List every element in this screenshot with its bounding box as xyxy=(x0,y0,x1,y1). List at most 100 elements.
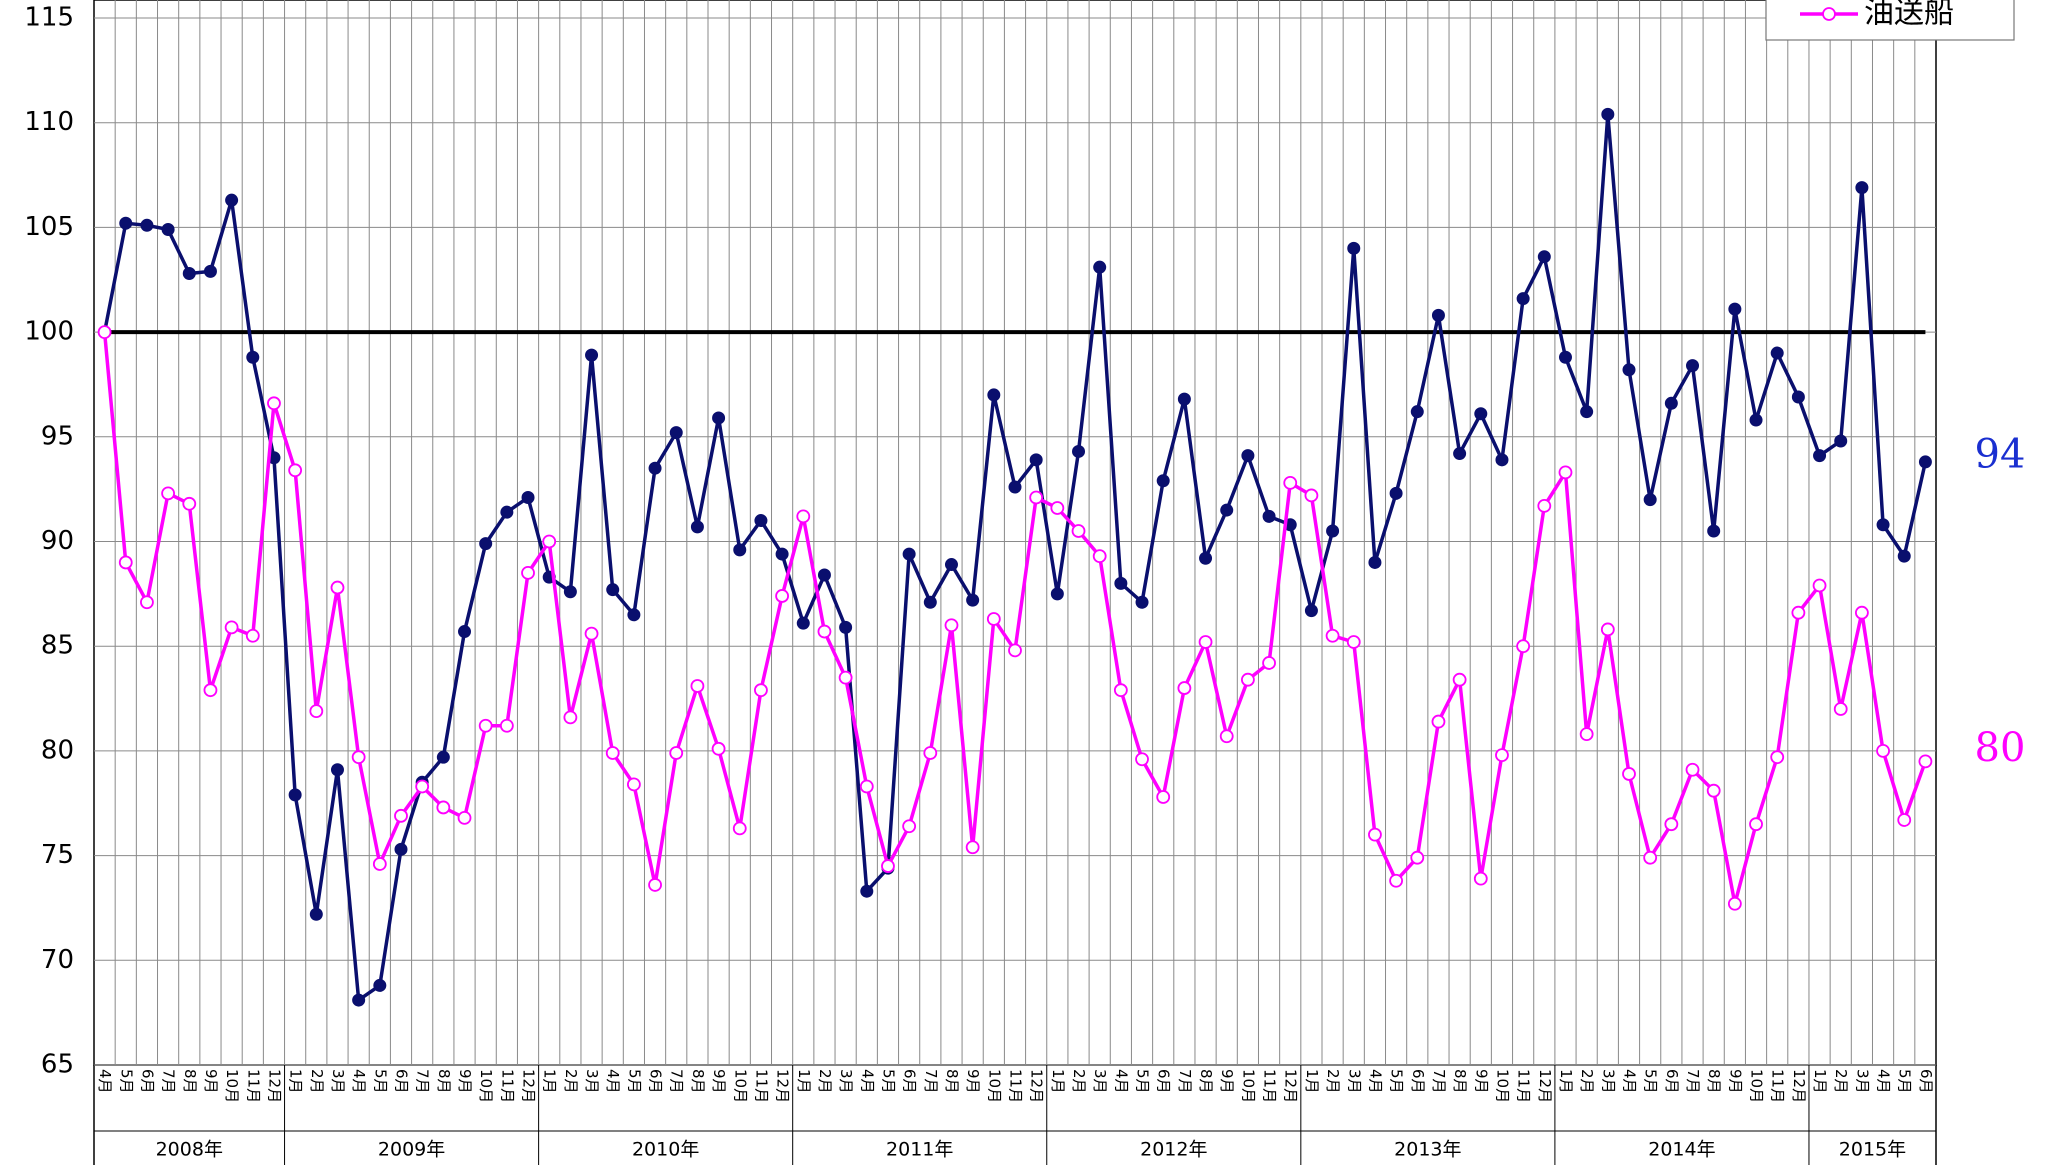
data-point xyxy=(542,534,557,549)
data-point xyxy=(225,193,239,207)
x-tick-label: 8月 xyxy=(1197,1069,1215,1094)
x-tick-label: 2月 xyxy=(816,1069,834,1094)
data-point xyxy=(521,491,535,505)
y-tick-label: 110 xyxy=(24,107,74,137)
x-tick-label: 1月 xyxy=(541,1069,559,1094)
x-tick-label: 5月 xyxy=(1388,1069,1406,1094)
x-tick-label: 5月 xyxy=(625,1069,643,1094)
data-point xyxy=(1071,524,1086,538)
data-point xyxy=(563,710,578,725)
data-point xyxy=(1431,714,1446,729)
x-tick-label: 3月 xyxy=(583,1069,601,1094)
data-point xyxy=(203,264,217,278)
data-point xyxy=(161,222,175,236)
x-tick-label: 3月 xyxy=(329,1069,347,1094)
data-point xyxy=(1389,873,1404,888)
x-tick-label: 2月 xyxy=(1070,1069,1088,1094)
data-point xyxy=(436,750,450,764)
data-point xyxy=(1707,524,1721,538)
data-point xyxy=(1812,578,1827,593)
data-point xyxy=(584,626,599,641)
data-point xyxy=(1177,681,1192,695)
x-tick-label: 1月 xyxy=(795,1069,813,1094)
data-point xyxy=(1495,748,1509,762)
data-point xyxy=(1156,474,1170,488)
x-tick-label: 12月 xyxy=(1028,1069,1046,1103)
y-tick-label: 90 xyxy=(41,526,74,556)
grid xyxy=(94,0,1936,1066)
data-point xyxy=(288,788,302,802)
x-group-label: 2009年 xyxy=(378,1139,445,1161)
x-tick-label: 12月 xyxy=(1282,1069,1300,1103)
data-point xyxy=(1410,405,1424,419)
x-tick-label: 1月 xyxy=(1811,1069,1829,1094)
data-point xyxy=(1304,488,1319,503)
data-point xyxy=(118,555,133,570)
x-tick-label: 6月 xyxy=(1917,1069,1935,1094)
x-tick-label: 12月 xyxy=(265,1069,283,1103)
x-tick-label: 4月 xyxy=(1112,1069,1130,1094)
data-point xyxy=(499,718,514,733)
x-tick-label: 3月 xyxy=(1345,1069,1363,1094)
data-point xyxy=(436,800,451,815)
x-tick-label: 10月 xyxy=(1493,1069,1511,1103)
data-point xyxy=(1749,817,1763,832)
data-point xyxy=(1558,465,1573,480)
x-tick-label: 1月 xyxy=(1049,1069,1067,1094)
data-point xyxy=(987,388,1001,402)
data-point xyxy=(965,840,980,855)
data-point xyxy=(1092,549,1107,564)
data-point xyxy=(521,566,535,580)
data-point xyxy=(585,348,599,362)
data-point xyxy=(1918,455,1932,469)
data-point xyxy=(648,878,662,892)
data-point xyxy=(775,547,789,561)
x-tick-label: 11月 xyxy=(1261,1069,1279,1103)
data-point xyxy=(732,821,747,836)
data-point xyxy=(1219,729,1234,744)
data-point xyxy=(161,486,176,501)
data-point xyxy=(1855,181,1869,195)
data-point xyxy=(944,618,959,633)
data-point xyxy=(309,704,324,719)
data-point xyxy=(1072,444,1086,458)
data-point xyxy=(1622,767,1636,781)
x-tick-label: 6月 xyxy=(647,1069,665,1094)
data-point xyxy=(267,396,281,411)
y-tick-label: 100 xyxy=(24,317,74,347)
x-tick-label: 8月 xyxy=(689,1069,707,1094)
legend-marker xyxy=(1822,7,1836,21)
x-tick-label: 4月 xyxy=(1621,1069,1639,1094)
data-point xyxy=(1686,359,1700,373)
x-tick-label: 9月 xyxy=(202,1069,220,1094)
x-tick-label: 8月 xyxy=(435,1069,453,1094)
legend-box xyxy=(1765,0,2015,41)
data-point xyxy=(1516,292,1530,306)
data-point xyxy=(1791,605,1806,620)
data-point xyxy=(902,819,917,834)
data-point xyxy=(1113,683,1128,698)
data-point xyxy=(351,750,366,765)
data-point xyxy=(457,811,472,825)
x-tick-label: 10月 xyxy=(731,1069,749,1103)
data-point xyxy=(839,620,853,634)
data-point xyxy=(1177,392,1191,406)
x-tick-label: 9月 xyxy=(456,1069,474,1094)
data-point xyxy=(1600,622,1615,637)
data-point xyxy=(1622,363,1636,377)
x-tick-label: 6月 xyxy=(393,1069,411,1094)
data-point xyxy=(923,746,938,760)
x-tick-label: 8月 xyxy=(1705,1069,1723,1094)
end-label: 80 xyxy=(1975,725,2026,771)
data-point xyxy=(1833,702,1848,716)
data-point xyxy=(944,558,958,572)
data-point xyxy=(1664,817,1679,832)
x-tick-label: 6月 xyxy=(1409,1069,1427,1094)
data-point xyxy=(838,670,853,685)
data-point xyxy=(1199,551,1213,565)
data-point xyxy=(711,741,726,756)
data-point xyxy=(796,616,810,630)
data-point xyxy=(626,777,641,792)
data-point xyxy=(733,543,747,557)
x-tick-label: 11月 xyxy=(1515,1069,1533,1103)
